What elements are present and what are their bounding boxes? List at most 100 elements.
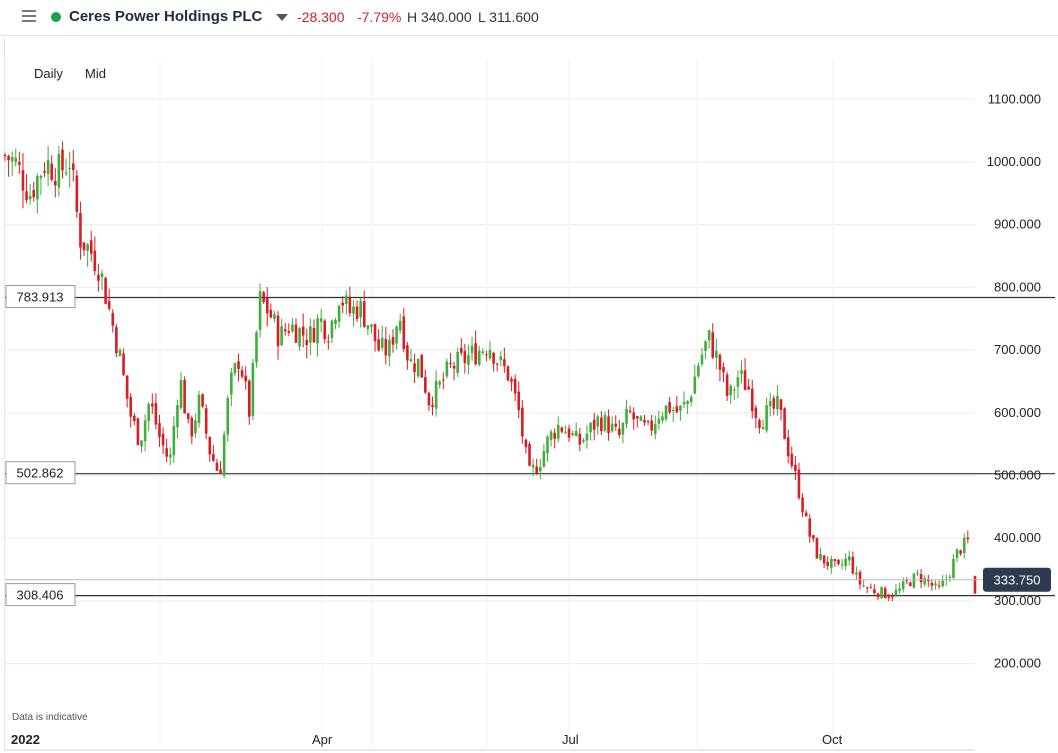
- instrument-title[interactable]: Ceres Power Holdings PLC: [69, 8, 263, 25]
- candle-body: [359, 300, 362, 318]
- candle-body: [143, 420, 147, 442]
- candle-body: [722, 367, 725, 373]
- candle-body: [129, 396, 133, 417]
- candle-body: [869, 587, 873, 589]
- candle-body: [470, 345, 474, 354]
- candle-body: [362, 301, 366, 327]
- menu-icon[interactable]: [22, 10, 36, 24]
- candle-body: [844, 558, 847, 566]
- candle-body: [941, 580, 944, 587]
- reference-line-tag[interactable]: [5, 284, 76, 308]
- candle-body: [208, 436, 212, 455]
- reference-line-tag[interactable]: [5, 583, 76, 607]
- candle-body: [161, 433, 165, 446]
- y-tick-label: 300.000: [994, 593, 1041, 608]
- interval-button[interactable]: Daily: [34, 66, 63, 81]
- candle-body: [909, 582, 912, 587]
- candle-body: [154, 402, 158, 425]
- candle-body: [3, 154, 7, 157]
- candle-body: [237, 361, 240, 369]
- candle-body: [679, 405, 682, 411]
- candle-body: [301, 326, 305, 336]
- reference-line-tag[interactable]: [5, 461, 76, 485]
- candle-body: [319, 318, 323, 322]
- candle-body: [621, 422, 625, 435]
- candle-body: [36, 176, 39, 200]
- candle-body: [847, 556, 851, 561]
- candle-body: [952, 558, 955, 579]
- chevron-down-icon[interactable]: [276, 14, 288, 21]
- candle-body: [406, 345, 409, 361]
- candle-body: [891, 596, 894, 598]
- candle-body: [600, 417, 603, 432]
- candle-body: [222, 434, 226, 476]
- candle-body: [334, 320, 337, 325]
- candle-body: [330, 320, 334, 339]
- price-type-button[interactable]: Mid: [85, 66, 106, 81]
- candle-body: [610, 423, 614, 432]
- candle-body: [549, 431, 553, 441]
- candle-body: [851, 556, 855, 574]
- candle-body: [578, 433, 582, 445]
- disclaimer-text: Data is indicative: [12, 712, 88, 723]
- candle-body: [531, 464, 535, 468]
- candle-body: [711, 332, 715, 358]
- y-tick-label: 500.000: [994, 468, 1041, 483]
- candle-body: [165, 448, 168, 457]
- candle-body: [822, 555, 826, 564]
- candle-body: [768, 400, 772, 407]
- candle-body: [441, 379, 445, 381]
- candle-body: [118, 349, 122, 357]
- candle-body: [424, 377, 427, 393]
- candle-body: [255, 332, 258, 363]
- reference-line-label: 502.862: [17, 466, 64, 481]
- candle-body: [858, 572, 862, 585]
- candle-body: [93, 250, 97, 272]
- candle-body: [262, 292, 265, 303]
- candle-body: [653, 424, 657, 434]
- candle-body: [607, 416, 610, 434]
- candle-body: [384, 338, 388, 356]
- candle-body: [485, 354, 488, 356]
- candle-body: [517, 391, 521, 411]
- candle-body: [650, 420, 653, 431]
- y-tick-label: 600.000: [994, 405, 1041, 420]
- candle-body: [546, 436, 549, 454]
- candle-body: [82, 242, 86, 251]
- candle-body: [503, 359, 506, 367]
- candle-body: [894, 589, 898, 596]
- candle-body: [370, 324, 373, 327]
- candle-body: [276, 315, 280, 347]
- candle-body: [819, 553, 822, 560]
- candle-body: [377, 339, 380, 351]
- candle-body: [794, 464, 797, 471]
- candle-body: [133, 415, 136, 422]
- candle-body: [395, 326, 398, 344]
- candle-body: [542, 451, 546, 467]
- y-tick-label: 400.000: [994, 530, 1041, 545]
- candle-body: [618, 428, 621, 435]
- candle-body: [754, 407, 758, 418]
- candle-body: [438, 381, 442, 385]
- candle-body: [664, 405, 668, 420]
- candle-body: [89, 240, 93, 254]
- candle-body: [61, 149, 64, 171]
- x-tick-label: 2022: [11, 732, 40, 747]
- y-tick-label: 1100.000: [988, 91, 1041, 106]
- y-tick-label: 900.000: [994, 217, 1041, 232]
- candle-body: [481, 351, 485, 353]
- candle-body: [373, 323, 377, 342]
- candle-body: [556, 424, 560, 439]
- candle-body: [833, 559, 837, 562]
- candle-body: [625, 408, 628, 424]
- candle-body: [880, 586, 883, 598]
- candle-body: [632, 412, 636, 420]
- candle-body: [348, 297, 352, 314]
- candle-body: [635, 416, 639, 419]
- candle-body: [21, 170, 25, 191]
- candle-body: [700, 354, 704, 365]
- candle-body: [64, 172, 68, 174]
- candle-body: [10, 156, 14, 162]
- candle-body: [190, 418, 194, 437]
